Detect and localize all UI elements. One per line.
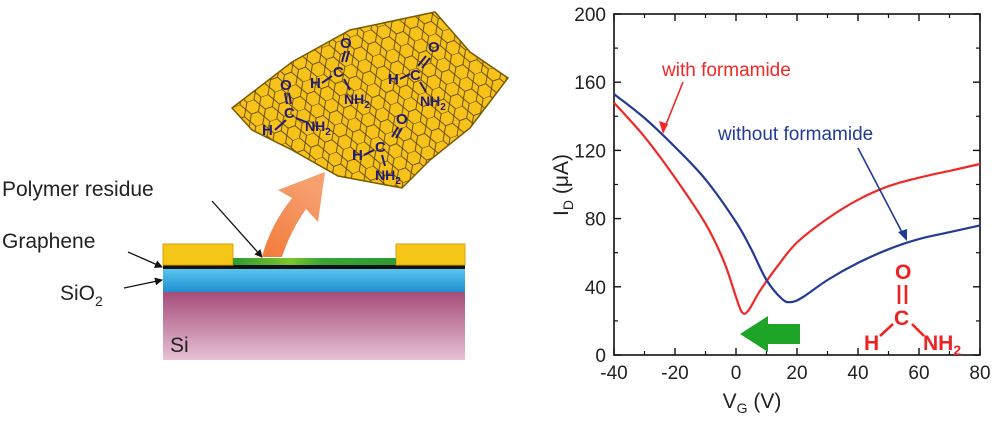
with-formamide-pointer-head bbox=[659, 121, 668, 134]
sio2-layer bbox=[163, 268, 465, 292]
x-axis-title: VG (V) bbox=[723, 390, 782, 416]
svg-text:C: C bbox=[333, 64, 344, 81]
series-line-with-formamide bbox=[613, 101, 981, 315]
svg-text:O: O bbox=[895, 261, 911, 284]
graphene-pointer bbox=[127, 251, 163, 268]
graphene-layer bbox=[163, 265, 465, 269]
polymer-residue-pointer bbox=[211, 200, 263, 258]
with-formamide-label: with formamide bbox=[661, 60, 791, 81]
chart-plot-area: -40 -20 0 20 40 60 80 0 40 80 120 160 200 bbox=[574, 5, 990, 384]
formamide-molecule-2: O H C NH2 bbox=[310, 35, 370, 111]
series-line-without-formamide bbox=[613, 93, 981, 304]
svg-text:NH2: NH2 bbox=[375, 167, 401, 187]
dirac-shift-arrow bbox=[740, 316, 800, 352]
x-tick-label: -20 bbox=[661, 363, 688, 384]
svg-text:O: O bbox=[280, 77, 292, 94]
gold-contact-left bbox=[162, 243, 234, 266]
svg-text:C: C bbox=[894, 307, 909, 330]
svg-text:C: C bbox=[410, 67, 421, 84]
si-label: Si bbox=[170, 334, 189, 357]
sio2-label: SiO2 bbox=[60, 282, 103, 309]
svg-text:NH2: NH2 bbox=[420, 93, 446, 113]
x-tick-label: 40 bbox=[847, 363, 868, 384]
svg-text:O: O bbox=[428, 39, 440, 56]
without-formamide-pointer bbox=[857, 147, 906, 239]
formamide-molecule-4: O H C NH2 bbox=[352, 111, 408, 187]
svg-text:C: C bbox=[284, 105, 295, 122]
gold-contact-right bbox=[395, 243, 466, 266]
desorption-arrow bbox=[262, 172, 325, 257]
sio2-pointer bbox=[123, 277, 163, 289]
svg-text:O: O bbox=[396, 111, 408, 128]
y-tick-label: 40 bbox=[585, 278, 606, 299]
si-substrate bbox=[163, 292, 465, 360]
y-tick-label: 80 bbox=[585, 210, 606, 231]
svg-text:O: O bbox=[340, 35, 352, 52]
svg-text:H: H bbox=[310, 75, 321, 92]
x-tick-label: 60 bbox=[908, 363, 929, 384]
graphene-sheet bbox=[230, 11, 510, 189]
x-tick-label: 0 bbox=[731, 363, 742, 384]
graphene-label: Graphene bbox=[2, 230, 95, 253]
y-tick-label: 0 bbox=[595, 346, 606, 367]
y-tick-label: 200 bbox=[574, 5, 606, 26]
without-formamide-label: without formamide bbox=[717, 124, 873, 145]
graphene-sheet-illustration bbox=[230, 11, 510, 189]
svg-text:C: C bbox=[375, 139, 386, 156]
svg-text:H: H bbox=[864, 332, 879, 355]
y-tick-label: 160 bbox=[574, 73, 606, 94]
svg-text:H: H bbox=[262, 122, 273, 139]
formamide-molecule-1: O H C NH2 bbox=[262, 77, 331, 139]
formamide-structure: O C H NH2 bbox=[864, 261, 961, 358]
svg-text:NH2: NH2 bbox=[344, 91, 370, 111]
polymer-residue bbox=[233, 258, 396, 265]
molecules-on-sheet: O H C NH2 O H C NH2 O H C bbox=[262, 35, 446, 187]
y-tick-label: 120 bbox=[574, 141, 606, 162]
without-formamide-pointer-head bbox=[898, 229, 907, 241]
x-tick-label: 80 bbox=[969, 363, 990, 384]
svg-text:H: H bbox=[352, 147, 363, 164]
x-tick-label: -40 bbox=[600, 363, 627, 384]
svg-text:H: H bbox=[388, 71, 399, 88]
svg-text:NH2: NH2 bbox=[305, 118, 331, 138]
svg-text:NH2: NH2 bbox=[923, 332, 961, 358]
x-tick-label: 20 bbox=[786, 363, 807, 384]
formamide-molecule-3: O H C NH2 bbox=[388, 39, 446, 113]
polymer-residue-label: Polymer residue bbox=[2, 178, 154, 201]
y-axis-title: ID (μA) bbox=[550, 154, 576, 216]
